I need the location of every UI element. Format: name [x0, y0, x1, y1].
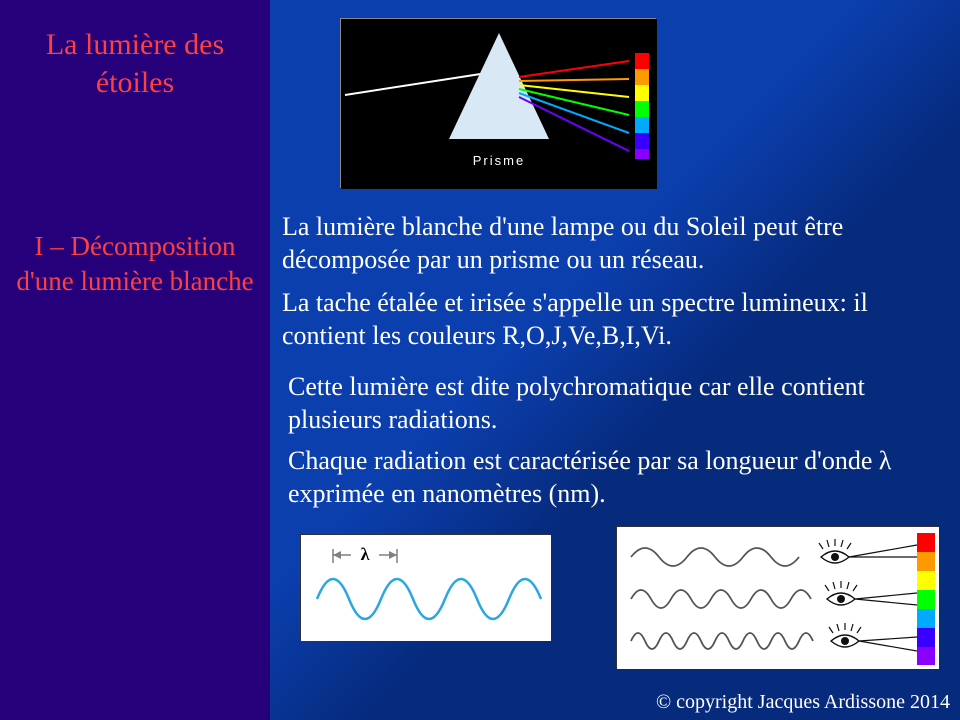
prism-label: Prisme — [473, 153, 525, 168]
paragraph-1: La lumière blanche d'une lampe ou du Sol… — [282, 210, 942, 277]
paragraph-4: Chaque radiation est caractérisée par sa… — [288, 444, 948, 511]
lambda-symbol: λ — [361, 544, 370, 564]
paragraph-2: La tache étalée et irisée s'appelle un s… — [282, 286, 942, 353]
wavelength-figure: λ — [300, 534, 550, 640]
paragraph-3: Cette lumière est dite polychromatique c… — [288, 370, 948, 437]
waves-eye-figure — [616, 526, 938, 668]
prism-figure: Prisme — [340, 18, 656, 188]
copyright: © copyright Jacques Ardissone 2014 — [656, 691, 950, 714]
slide-title: La lumière des étoiles — [14, 26, 256, 101]
sidebar: La lumière des étoiles I – Décomposition… — [0, 0, 270, 720]
section-heading: I – Décomposition d'une lumière blanche — [14, 229, 256, 299]
